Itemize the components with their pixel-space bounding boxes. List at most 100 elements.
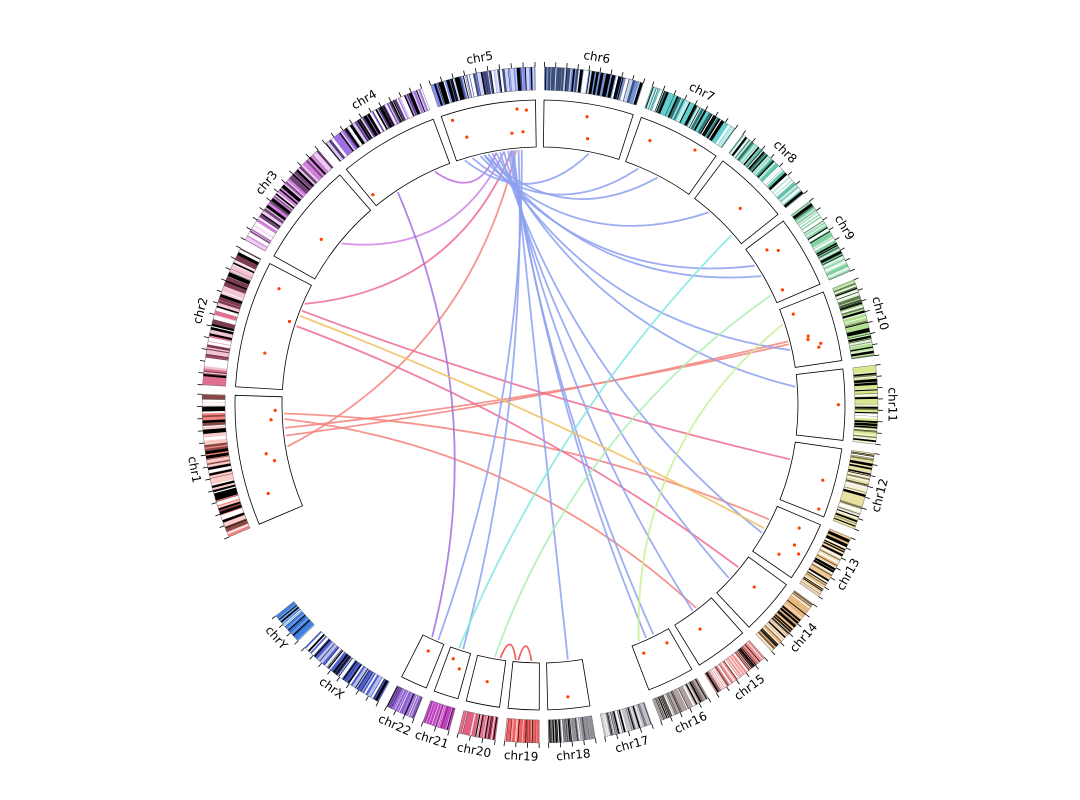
tick-chrX — [365, 695, 369, 701]
track-point-chr1-3 — [269, 418, 273, 422]
ideogram-chrX — [300, 630, 390, 707]
label-chr2: chr2 — [190, 296, 211, 326]
track-chr7 — [625, 116, 717, 195]
tick-chr9 — [850, 268, 856, 272]
tick-chr3 — [252, 216, 258, 221]
track-point-chr21-1 — [451, 657, 455, 661]
tick-chrX — [355, 689, 359, 695]
label-chr6: chr6 — [582, 48, 611, 66]
track-point-chr10-2 — [806, 337, 810, 342]
label-chr1: chr1 — [185, 455, 204, 484]
tick-chr12 — [861, 507, 867, 510]
tick-chr4 — [330, 132, 335, 138]
tick-chr3 — [305, 153, 310, 159]
ideogram-chr21 — [420, 700, 456, 736]
label-chr8: chr8 — [771, 137, 800, 166]
label-chr4: chr4 — [349, 87, 379, 113]
tick-chrX — [345, 683, 350, 689]
tick-chr12 — [870, 475, 876, 478]
tick-chr15 — [764, 657, 769, 662]
track-point-chr5-2 — [510, 131, 514, 135]
tick-chr15 — [726, 686, 730, 692]
tick-chr14 — [797, 623, 802, 628]
tick-chr22 — [402, 714, 406, 720]
link-chr5-chr6-11 — [464, 153, 590, 185]
tick-chr5 — [440, 76, 443, 82]
tick-chr10 — [864, 309, 870, 313]
tick-chr7 — [684, 94, 688, 100]
tick-chr3 — [297, 162, 302, 167]
tick-chr22 — [393, 710, 397, 716]
tick-chr11 — [875, 364, 881, 366]
ideogram-chr6 — [543, 62, 646, 106]
tick-chr7 — [734, 124, 739, 130]
tick-chr10 — [853, 277, 859, 281]
tick-chr16 — [660, 720, 663, 726]
tick-chr12 — [854, 528, 860, 532]
link-chr20-chr19-31 — [499, 643, 517, 660]
tick-chr7 — [651, 81, 655, 87]
tick-chr16 — [708, 697, 712, 703]
tick-chrY — [271, 615, 277, 620]
tick-chr8 — [779, 162, 784, 167]
tick-chr2 — [209, 312, 215, 315]
track-point-chr9-2 — [780, 288, 785, 292]
track-point-chr5-3 — [515, 107, 519, 111]
label-chr10: chr10 — [869, 295, 891, 332]
track-chr6 — [542, 99, 634, 160]
track-chr8 — [694, 160, 779, 245]
track-point-chr10-4 — [817, 345, 821, 349]
label-chr18: chr18 — [556, 746, 592, 763]
ideogram-chr18 — [547, 715, 597, 748]
tick-chr1 — [199, 442, 205, 444]
link-chr5-chr16-22 — [511, 150, 647, 639]
tick-chr3 — [314, 145, 319, 151]
tick-chr12 — [874, 453, 880, 455]
link-chr5-chr11-17 — [495, 152, 796, 388]
tick-chr14 — [780, 642, 785, 647]
ideogram-chr17 — [600, 702, 654, 742]
tick-chr3 — [273, 188, 278, 193]
track-point-chr9-1 — [776, 248, 780, 253]
tick-chr8 — [803, 190, 808, 194]
tick-chr16 — [679, 712, 683, 718]
tick-chrY — [286, 632, 291, 637]
track-point-chr2-1 — [287, 319, 292, 324]
ideogram-chr1 — [197, 393, 251, 540]
tick-chr20 — [456, 732, 459, 738]
label-chr11: chr11 — [885, 387, 899, 421]
link-chr7-chr5-26 — [483, 154, 658, 200]
tick-chr12 — [858, 518, 864, 521]
track-chr19 — [507, 661, 540, 711]
track-chr12 — [779, 441, 843, 518]
track-point-chr10-3 — [819, 341, 823, 345]
tick-chr9 — [834, 237, 840, 241]
track-point-chr18-0 — [566, 695, 570, 699]
tick-chr3 — [281, 179, 286, 184]
link-chr5-chr7-12 — [471, 157, 639, 196]
label-chr3: chr3 — [253, 168, 281, 198]
track-chr21 — [433, 646, 472, 700]
track-point-chr8-0 — [738, 206, 742, 211]
tick-chrX — [300, 647, 305, 652]
tick-chr6 — [632, 75, 635, 81]
tick-chr1 — [202, 466, 208, 469]
track-point-chr5-1 — [465, 135, 469, 139]
ideogram-chr7 — [644, 81, 739, 149]
tick-chr9 — [816, 207, 821, 211]
tick-chr4 — [388, 96, 392, 102]
tick-chr2 — [206, 324, 212, 327]
track-chr14 — [716, 556, 788, 628]
link-chr2-chr5-5 — [304, 150, 513, 305]
tracks-layer — [234, 99, 846, 711]
ideogram-chr9 — [790, 197, 856, 281]
ideogram-chr2 — [197, 245, 262, 387]
link-chr8-chr21-27 — [458, 234, 733, 649]
tick-chr8 — [761, 145, 766, 151]
track-point-chr7-0 — [648, 138, 652, 143]
link-chr1-chr13-4 — [284, 412, 770, 521]
label-chr19: chr19 — [504, 748, 539, 764]
track-point-chr13-2 — [797, 552, 801, 556]
track-chr22 — [401, 634, 445, 689]
track-chr9 — [745, 220, 821, 304]
